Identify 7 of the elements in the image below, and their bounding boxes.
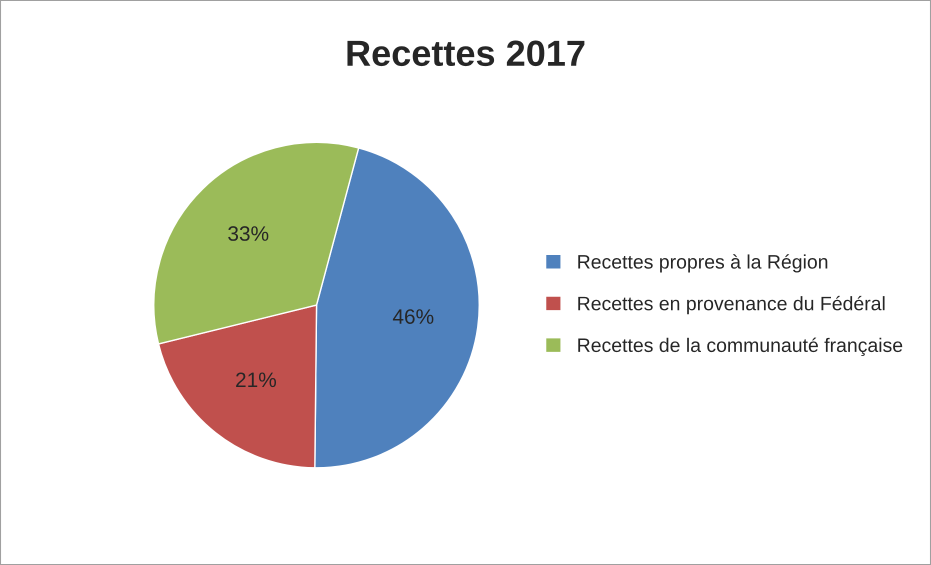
legend-label: Recettes propres à la Région — [578, 254, 828, 273]
data-label: 33% — [228, 226, 268, 241]
legend-label: Recettes de la communauté française — [578, 338, 902, 356]
data-label: 21% — [236, 372, 276, 388]
chart-title: Recettes 2017 — [347, 40, 584, 66]
data-label: 46% — [392, 309, 434, 324]
legend-label: Recettes en provenance du Fédéral — [578, 296, 885, 314]
